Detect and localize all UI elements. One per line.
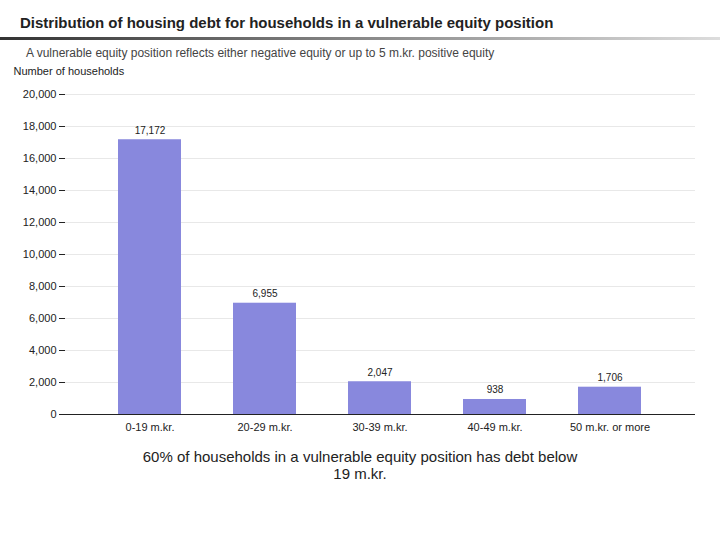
svg-text:10,000: 10,000 [23,248,57,260]
svg-text:2,000: 2,000 [29,376,57,388]
html-text:60% of households in a vulnera: 60% of households in a vulnerable equity… [142,448,578,482]
svg-text:14,000: 14,000 [23,184,57,196]
svg-text:40-49 m.kr.: 40-49 m.kr. [467,421,522,433]
svg-text:8,000: 8,000 [29,280,57,292]
svg-text:6,955: 6,955 [252,288,277,299]
svg-text:16,000: 16,000 [23,152,57,164]
svg-text:17,172: 17,172 [135,125,166,136]
svg-text:20,000: 20,000 [23,88,57,100]
svg-text:938: 938 [487,384,504,395]
svg-text:12,000: 12,000 [23,216,57,228]
svg-text:6,000: 6,000 [29,312,57,324]
svg-text:30-39 m.kr.: 30-39 m.kr. [352,421,407,433]
svg-text:0: 0 [50,408,56,420]
svg-text:18,000: 18,000 [23,120,57,132]
svg-text:Number of households: Number of households [14,65,125,77]
html-text:Distribution of housing debt f: Distribution of housing debt for househo… [20,14,554,31]
svg-text:4,000: 4,000 [29,344,57,356]
svg-text:0-19 m.kr.: 0-19 m.kr. [126,421,175,433]
svg-text:2,047: 2,047 [367,367,392,378]
svg-text:20-29 m.kr.: 20-29 m.kr. [237,421,292,433]
svg-text:1,706: 1,706 [597,372,622,383]
html-text:A vulnerable equity position r: A vulnerable equity position reflects ei… [26,46,495,60]
svg-text:50 m.kr. or more: 50 m.kr. or more [570,421,650,433]
